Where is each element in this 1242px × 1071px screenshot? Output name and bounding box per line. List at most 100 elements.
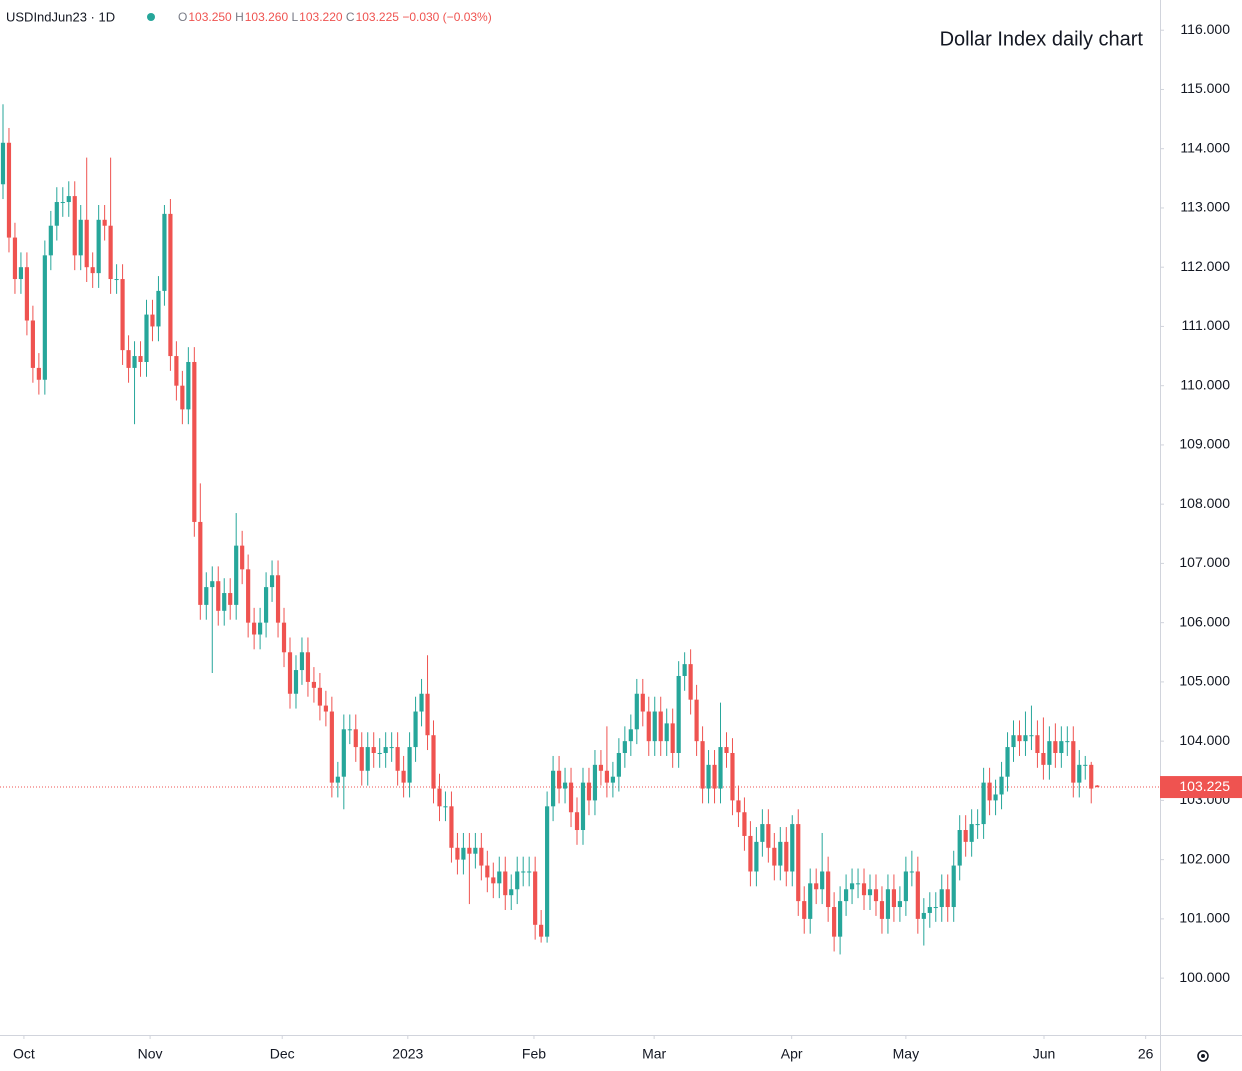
settings-icon[interactable] xyxy=(1197,1050,1209,1062)
candle-body xyxy=(682,664,687,676)
candle-body xyxy=(497,871,502,884)
candle-body xyxy=(867,889,873,896)
candle-body xyxy=(784,841,789,872)
candle-body xyxy=(449,806,454,848)
candle-body xyxy=(479,847,484,866)
candle-body xyxy=(108,225,113,280)
candle-body xyxy=(670,723,675,753)
candle-body xyxy=(706,764,711,789)
y-tick-label: 116.000 xyxy=(1180,21,1230,37)
last-price-box xyxy=(1160,776,1242,799)
candle-body xyxy=(30,320,35,368)
candle-body xyxy=(790,824,795,872)
symbol: USDIndJun23 · 1D xyxy=(6,9,115,24)
candle-body xyxy=(407,747,412,783)
y-tick-label: 101.000 xyxy=(1179,910,1230,926)
candle-body xyxy=(287,652,293,694)
candle-body xyxy=(18,267,24,280)
candle-body xyxy=(574,812,580,831)
candle-body xyxy=(688,664,693,700)
x-tick-label: Jun xyxy=(1033,1046,1056,1062)
candle-body xyxy=(48,225,53,256)
candle-body xyxy=(736,800,741,813)
candle-body xyxy=(311,681,317,688)
candle-body xyxy=(341,729,346,777)
candle-body xyxy=(1017,735,1022,742)
candle-body xyxy=(808,883,813,919)
candle-body xyxy=(443,806,448,808)
candle-body xyxy=(180,385,185,410)
candle-body xyxy=(323,705,328,712)
chart-title: Dollar Index daily chart xyxy=(940,28,1144,50)
candle-body xyxy=(939,889,944,908)
candle-body xyxy=(521,871,526,873)
candle-body xyxy=(891,889,897,908)
last-price-label: 103.225 xyxy=(1179,778,1230,794)
candle-body xyxy=(258,622,263,635)
x-tick-label: Apr xyxy=(781,1046,803,1062)
ohlc-value: 103.260 xyxy=(245,10,289,24)
candle-body xyxy=(42,255,47,380)
candle-body xyxy=(1065,741,1070,743)
candle-body xyxy=(826,871,831,908)
candle-body xyxy=(664,723,669,742)
candle-body xyxy=(144,314,149,362)
candle-body xyxy=(915,871,920,919)
candle-body xyxy=(329,711,334,783)
candle-body xyxy=(855,883,861,885)
candle-body xyxy=(951,865,956,908)
candle-body xyxy=(383,747,388,753)
y-tick-label: 107.000 xyxy=(1179,554,1230,570)
y-tick-label: 108.000 xyxy=(1179,495,1230,511)
candle-body xyxy=(156,290,161,327)
candle-body xyxy=(849,883,855,890)
candle-body xyxy=(634,693,639,730)
candle-body xyxy=(592,764,598,801)
candle-body xyxy=(269,575,275,588)
candle-body xyxy=(1047,741,1052,765)
candle-body xyxy=(1029,735,1034,737)
candle-body xyxy=(843,889,849,902)
candle-body xyxy=(957,830,962,866)
y-tick-label: 106.000 xyxy=(1179,613,1230,629)
candle-body xyxy=(861,883,867,896)
candle-body xyxy=(562,782,568,789)
candle-body xyxy=(198,521,203,605)
candle-body xyxy=(604,770,609,783)
candle-body xyxy=(6,142,12,238)
candle-body xyxy=(473,847,478,854)
candle-body xyxy=(66,196,71,203)
candle-body xyxy=(598,764,604,771)
ohlc-value: 103.220 xyxy=(299,10,343,24)
candle-body xyxy=(838,901,843,937)
candle-body xyxy=(981,782,986,825)
x-tick-label: Oct xyxy=(13,1046,35,1062)
x-tick-label: Feb xyxy=(522,1046,546,1062)
y-tick-label: 114.000 xyxy=(1180,139,1230,155)
candle-body xyxy=(150,314,155,327)
x-tick-label: 26 xyxy=(1138,1046,1154,1062)
candle-body xyxy=(281,622,287,653)
candle-body xyxy=(1095,785,1100,788)
candle-body xyxy=(754,841,759,872)
candle-body xyxy=(132,356,137,368)
candle-body xyxy=(515,871,520,890)
candle-body xyxy=(766,824,771,848)
candle-body xyxy=(210,581,215,588)
candle-body xyxy=(228,593,233,605)
candle-body xyxy=(395,747,400,771)
candle-body xyxy=(234,545,239,605)
candle-body xyxy=(1011,735,1016,748)
candle-body xyxy=(60,202,65,204)
status-dot xyxy=(147,13,155,21)
y-tick-label: 109.000 xyxy=(1179,436,1230,452)
y-tick-label: 102.000 xyxy=(1179,850,1230,866)
candle-body xyxy=(102,219,107,226)
candle-body xyxy=(24,267,29,321)
ohlc-text: O103.250 H103.260 L103.220 C103.225 −0.0… xyxy=(178,10,492,24)
candle-body xyxy=(78,219,83,256)
candle-body xyxy=(1077,764,1082,783)
candle-body xyxy=(275,575,281,623)
candle-body xyxy=(1083,764,1088,766)
candle-body xyxy=(240,545,245,570)
